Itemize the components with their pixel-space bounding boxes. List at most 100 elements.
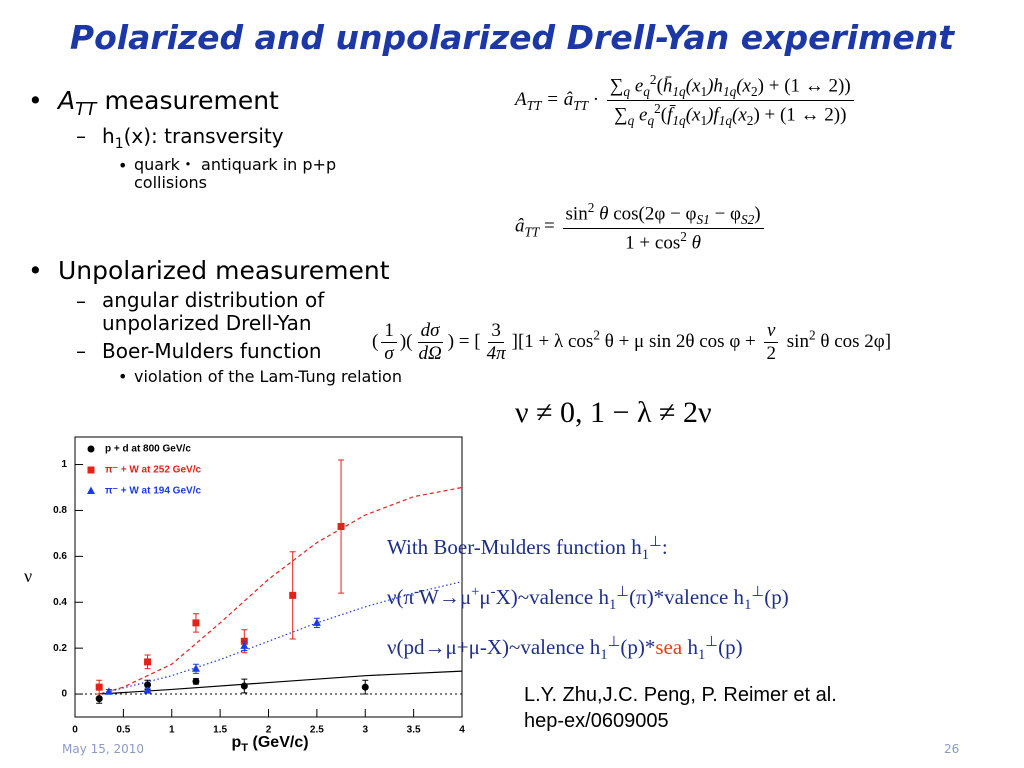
- data-point: [95, 683, 103, 691]
- text-run: 2: [751, 84, 758, 100]
- text-run: 2: [746, 113, 754, 129]
- text-run: sea: [655, 635, 683, 659]
- slide-title: Polarized and unpolarized Drell-Yan expe…: [69, 18, 955, 57]
- legend-label: π⁻ + W at 252 GeV/c: [105, 465, 201, 476]
- text-run: 1: [641, 547, 650, 564]
- text-run: h: [102, 124, 115, 148]
- text-run: μ: [479, 585, 491, 609]
- formula: âTT = sin2 θ cos(2φ − φS1 − φS2) 1 + cos2…: [515, 200, 767, 254]
- text-run: ) = [: [447, 330, 481, 352]
- reference: hep-ex/0609005: [524, 710, 669, 732]
- text-run: ∑: [614, 104, 628, 126]
- plot-frame: [74, 436, 463, 718]
- data-point: [289, 591, 297, 599]
- text-run: 1q: [718, 113, 733, 129]
- x-tick-label: 2: [266, 725, 272, 736]
- denominator: 4π: [484, 343, 509, 365]
- text-run: TT: [75, 100, 97, 120]
- numerator: dσ: [417, 320, 443, 343]
- data-point: [240, 641, 249, 649]
- text-run: â: [515, 215, 525, 237]
- text-run: ν ≠ 0, 1 − λ ≠ 2ν: [515, 396, 712, 429]
- text-run: θ + μ sin 2θ cos φ +: [599, 330, 761, 352]
- text-run: ⊥: [751, 584, 765, 600]
- bullet-item: ATT measurementh1(x): transversityquark・…: [28, 86, 488, 193]
- text-run: S1: [696, 212, 710, 228]
- legend-label: π⁻ + W at 194 GeV/c: [105, 486, 201, 497]
- y-tick-label: 0.6: [53, 551, 67, 562]
- numerator: 1: [381, 320, 397, 343]
- formula: ν ≠ 0, 1 − λ ≠ 2ν: [515, 396, 712, 430]
- x-tick-label: 0: [72, 725, 78, 736]
- text-run: A: [58, 86, 76, 115]
- fit-curve: [99, 670, 463, 695]
- text-run: 2: [587, 200, 595, 215]
- text-run: q: [647, 113, 655, 129]
- text-run: 1: [114, 136, 124, 152]
- text-run: θ: [686, 232, 701, 254]
- text-run: 1q: [672, 113, 686, 129]
- bullet-text: violation of the Lam-Tung relation: [134, 367, 402, 386]
- note: With Boer-Mulders function h1⊥:: [387, 533, 668, 564]
- x-tick-label: 3.5: [407, 725, 421, 736]
- text-run: dσ: [420, 320, 440, 341]
- data-point: [361, 683, 369, 691]
- denominator: dΩ: [415, 343, 444, 365]
- x-axis-label: pT (GeV/c): [200, 734, 340, 754]
- text-run: ⊥: [607, 634, 621, 650]
- text-run: h: [682, 635, 698, 659]
- formula: (1 σ)(dσ dΩ) = [3 4π][1 + λ cos2 θ + μ sin …: [372, 320, 891, 365]
- data-point: [104, 687, 113, 695]
- text-run: quark・ antiquark in p+p collisions: [134, 155, 337, 193]
- text-run: ): [754, 203, 761, 225]
- text-run: (: [372, 330, 379, 352]
- data-point: [192, 619, 200, 627]
- text-run: 2: [654, 101, 661, 117]
- text-run: σ: [384, 343, 394, 364]
- data-point: [337, 523, 345, 531]
- y-tick-label: 0: [61, 689, 67, 700]
- text-run: ν(π: [387, 585, 415, 609]
- text-run: violation of the Lam-Tung relation: [134, 367, 402, 386]
- text-run: ∑: [609, 75, 624, 97]
- text-run: ⊥: [649, 534, 662, 550]
- x-tick-label: 1: [169, 725, 175, 736]
- text-run: 1q: [722, 84, 737, 100]
- text-run: TT: [526, 97, 542, 113]
- text-run: Boer-Mulders function: [102, 339, 322, 363]
- text-run: W→μ: [419, 585, 472, 609]
- text-run: (p)*: [620, 635, 656, 659]
- text-run: 1: [384, 320, 394, 341]
- y-tick-label: 1: [61, 459, 67, 470]
- bullet-list: ATT measurementh1(x): transversityquark・…: [28, 86, 488, 193]
- text-run: =: [539, 215, 560, 237]
- fraction: ∑q eq2(h̄1q(x1)h1q(x2) + (1 ↔ 2)) ∑q eq2(…: [606, 72, 854, 129]
- bullet-item: angular distribution of unpolarized Drel…: [58, 289, 488, 335]
- y-tick-label: 0.8: [53, 505, 67, 516]
- y-tick-label: 0.2: [53, 643, 67, 654]
- text-run: 1: [697, 647, 706, 664]
- bullet-list: angular distribution of unpolarized Drel…: [58, 289, 488, 387]
- text-run: (p): [764, 585, 789, 609]
- text-run: 1 + cos: [625, 232, 681, 254]
- fraction: 3 4π: [484, 320, 509, 365]
- text-run: 1: [700, 84, 708, 100]
- text-run: ) + (1 ↔ 2)): [757, 75, 851, 97]
- text-run: ⊥: [705, 634, 719, 650]
- text-run: (: [660, 104, 668, 126]
- text-run: TT: [573, 97, 589, 113]
- text-run: )f: [707, 104, 719, 126]
- bullet-list: h1(x): transversityquark・ antiquark in p…: [58, 124, 488, 193]
- numerator: ∑q eq2(h̄1q(x1)h1q(x2) + (1 ↔ 2)): [606, 72, 854, 102]
- text-run: 1: [744, 597, 752, 614]
- fraction: dσ dΩ: [415, 320, 444, 365]
- text-run: ][1 + λ cos: [511, 330, 594, 352]
- text-run: = â: [541, 88, 574, 110]
- denominator: ∑q eq2(f̄1q(x1)f1q(x2) + (1 ↔ 2)): [611, 101, 849, 129]
- text-run: (p): [718, 635, 743, 659]
- legend-marker: [87, 445, 95, 453]
- data-point: [144, 681, 152, 689]
- bullet-item: violation of the Lam-Tung relation: [102, 367, 488, 386]
- text-run: (GeV/c): [248, 734, 309, 751]
- text-run: S2: [741, 212, 755, 228]
